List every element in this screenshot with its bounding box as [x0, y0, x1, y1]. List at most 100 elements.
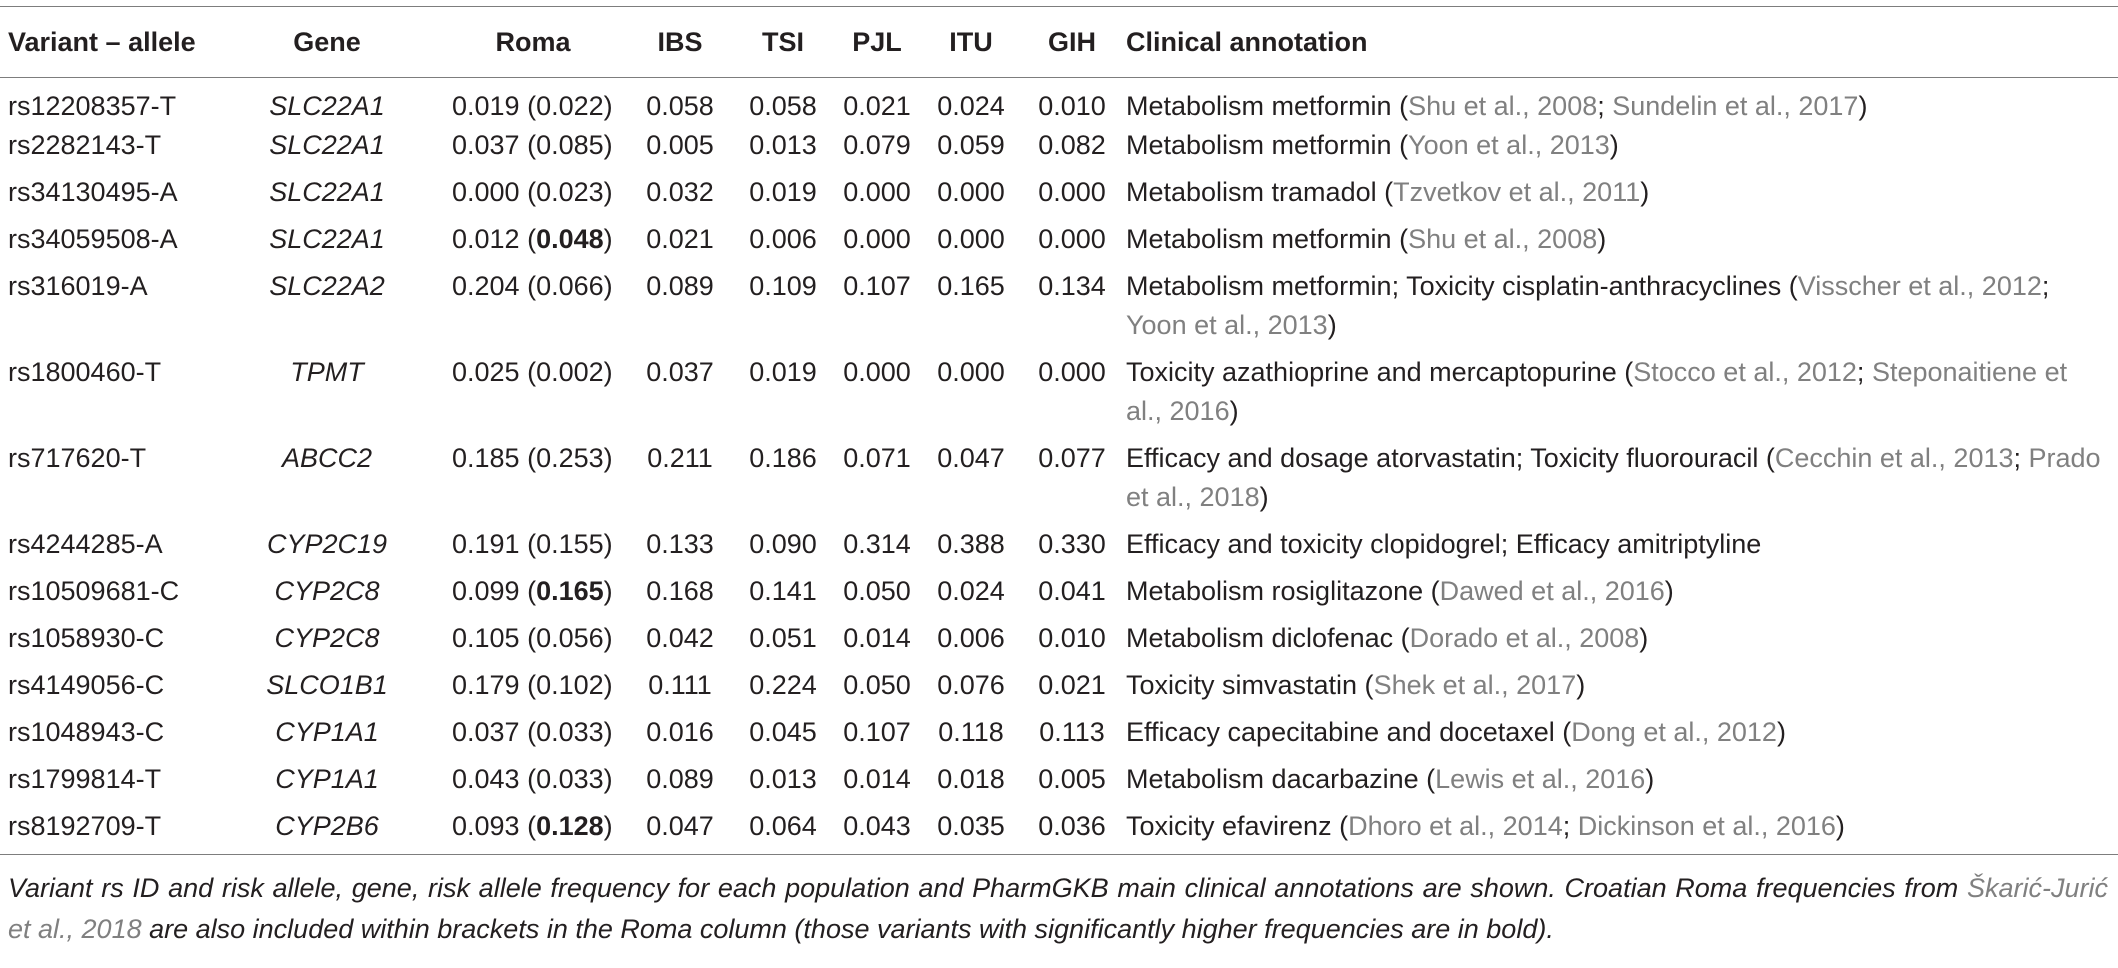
roma-frequency: 0.037 [452, 130, 520, 160]
cell-pjl: 0.107 [843, 271, 911, 301]
citation-link[interactable]: Dong et al., 2012 [1571, 717, 1777, 747]
cell-gih: 0.041 [1038, 576, 1106, 606]
citation-link[interactable]: Dickinson et al., 2016 [1577, 811, 1836, 841]
cell-tsi: 0.064 [749, 811, 817, 841]
cell-variant: rs1048943-C [8, 717, 165, 747]
citation-link[interactable]: Dhoro et al., 2014 [1348, 811, 1563, 841]
cell-ibs: 0.005 [646, 130, 714, 160]
cell-itu: 0.047 [937, 443, 1005, 473]
croatian-roma-frequency: 0.022 [536, 91, 604, 121]
cell-ibs: 0.021 [646, 224, 714, 254]
annotation-text: ) [1229, 396, 1239, 426]
citation-link[interactable]: Dorado et al., 2008 [1409, 623, 1640, 653]
table-row: rs1058930-C CYP2C8 0.105 (0.056) 0.042 0.051… [0, 619, 2118, 666]
citation-link[interactable]: Tzvetkov et al., 2011 [1393, 177, 1641, 207]
cell-gih: 0.036 [1038, 811, 1106, 841]
roma-frequency: 0.037 [452, 717, 520, 747]
cell-variant: rs4149056-C [8, 670, 165, 700]
cell-variant: rs10509681-C [8, 576, 180, 606]
cell-gene: SLC22A1 [269, 130, 385, 160]
cell-gene: SLC22A1 [269, 224, 385, 254]
roma-frequency: 0.105 [452, 623, 520, 653]
cell-clinical-annotation: Metabolism diclofenac (Dorado et al., 20… [1126, 619, 2118, 666]
annotation-text: ) [1259, 482, 1269, 512]
roma-frequency: 0.099 [452, 576, 520, 606]
annotation-text: Toxicity azathioprine and mercaptopurine… [1126, 357, 1634, 387]
cell-itu: 0.006 [937, 623, 1005, 653]
annotation-text: Toxicity efavirenz ( [1126, 811, 1349, 841]
citation-link[interactable]: Stocco et al., 2012 [1633, 357, 1857, 387]
citation-link[interactable]: Yoon et al., 2013 [1408, 130, 1610, 160]
caption-citation-link[interactable]: Škarić-Jurić et al., 2018 [8, 873, 2108, 944]
cell-clinical-annotation: Efficacy capecitabine and docetaxel (Don… [1126, 713, 2118, 760]
cell-gih: 0.134 [1038, 271, 1106, 301]
citation-link[interactable]: Yoon et al., 2013 [1126, 310, 1328, 340]
cell-clinical-annotation: Metabolism tramadol (Tzvetkov et al., 20… [1126, 173, 2118, 220]
citation-link[interactable]: Dawed et al., 2016 [1439, 576, 1665, 606]
cell-variant: rs1799814-T [8, 764, 162, 794]
citation-link[interactable]: Shu et al., 2008 [1408, 224, 1598, 254]
cell-clinical-annotation: Metabolism rosiglitazone (Dawed et al., … [1126, 572, 2118, 619]
citation-link[interactable]: Shu et al., 2008 [1408, 91, 1598, 121]
cell-gih: 0.000 [1038, 357, 1106, 387]
header-itu: ITU [949, 26, 993, 57]
header-gene: Gene [293, 26, 361, 57]
table-row: rs316019-A SLC22A2 0.204 (0.066) 0.089 0.109… [0, 267, 2118, 353]
table-row: rs10509681-C CYP2C8 0.099 (0.165) 0.168 0.14… [0, 572, 2118, 619]
annotation-text: ) [1597, 224, 1607, 254]
croatian-roma-frequency: 0.066 [536, 271, 604, 301]
annotation-text: Efficacy and dosage atorvastatin; Toxici… [1126, 443, 1775, 473]
citation-link[interactable]: Visscher et al., 2012 [1797, 271, 2042, 301]
annotation-text: ) [1327, 310, 1337, 340]
cell-tsi: 0.109 [749, 271, 817, 301]
cell-gene: SLC22A1 [269, 177, 385, 207]
cell-gih: 0.010 [1038, 623, 1106, 653]
cell-roma: 0.204 (0.066) [452, 271, 613, 301]
cell-tsi: 0.090 [749, 529, 817, 559]
croatian-roma-frequency: 0.056 [536, 623, 604, 653]
cell-tsi: 0.019 [749, 357, 817, 387]
cell-gih: 0.021 [1038, 670, 1106, 700]
roma-frequency: 0.025 [452, 357, 520, 387]
cell-clinical-annotation: Metabolism metformin (Shu et al., 2008) [1126, 220, 2118, 267]
annotation-text: Metabolism tramadol ( [1126, 177, 1394, 207]
table-header-row: Variant – allele Gene Roma IBS TSI PJL I… [0, 6, 2118, 78]
cell-pjl: 0.050 [843, 670, 911, 700]
cell-clinical-annotation: Metabolism metformin (Shu et al., 2008; … [1126, 78, 2118, 127]
cell-clinical-annotation: Metabolism dacarbazine (Lewis et al., 20… [1126, 760, 2118, 807]
croatian-roma-frequency: 0.033 [536, 717, 604, 747]
citation-link[interactable]: Cecchin et al., 2013 [1774, 443, 2014, 473]
cell-ibs: 0.089 [646, 271, 714, 301]
cell-variant: rs1800460-T [8, 357, 162, 387]
cell-pjl: 0.000 [843, 177, 911, 207]
cell-clinical-annotation: Toxicity azathioprine and mercaptopurine… [1126, 353, 2118, 439]
citation-link[interactable]: Sundelin et al., 2017 [1612, 91, 1859, 121]
table-row: rs34059508-A SLC22A1 0.012 (0.048) 0.021 0.0… [0, 220, 2118, 267]
croatian-roma-frequency: 0.085 [536, 130, 604, 160]
table-body: rs12208357-T SLC22A1 0.019 (0.022) 0.058 0.0… [0, 78, 2118, 854]
cell-variant: rs12208357-T [8, 91, 177, 121]
cell-tsi: 0.224 [749, 670, 817, 700]
cell-ibs: 0.016 [646, 717, 714, 747]
cell-itu: 0.024 [937, 91, 1005, 121]
annotation-text: ) [1776, 717, 1786, 747]
cell-itu: 0.076 [937, 670, 1005, 700]
citation-link[interactable]: Shek et al., 2017 [1373, 670, 1577, 700]
cell-clinical-annotation: Metabolism metformin; Toxicity cisplatin… [1126, 267, 2118, 353]
citation-link[interactable]: Lewis et al., 2016 [1435, 764, 1646, 794]
croatian-roma-frequency: 0.165 [536, 576, 604, 606]
citation-link[interactable]: Prado et al., 2018 [1126, 443, 2101, 512]
cell-tsi: 0.045 [749, 717, 817, 747]
roma-frequency: 0.185 [452, 443, 520, 473]
cell-variant: rs4244285-A [8, 529, 163, 559]
roma-frequency: 0.000 [452, 177, 520, 207]
annotation-text: ) [1664, 576, 1674, 606]
cell-ibs: 0.058 [646, 91, 714, 121]
cell-pjl: 0.021 [843, 91, 911, 121]
cell-itu: 0.165 [937, 271, 1005, 301]
cell-tsi: 0.006 [749, 224, 817, 254]
cell-ibs: 0.168 [646, 576, 714, 606]
citation-link[interactable]: Steponaitiene et al., 2016 [1126, 357, 2068, 426]
croatian-roma-frequency: 0.048 [536, 224, 604, 254]
cell-gene: SLCO1B1 [266, 670, 388, 700]
